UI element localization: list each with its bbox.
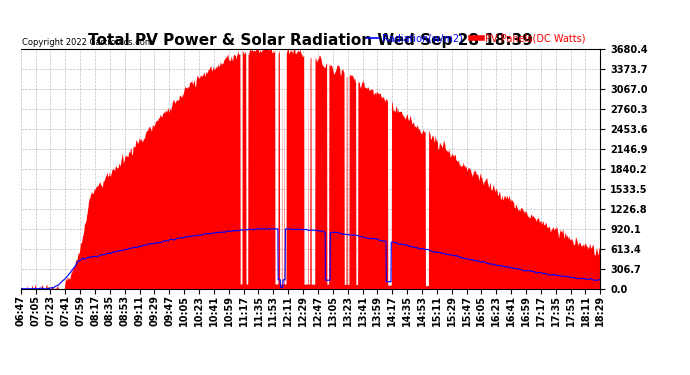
Title: Total PV Power & Solar Radiation Wed Sep 28 18:39: Total PV Power & Solar Radiation Wed Sep… <box>88 33 533 48</box>
Text: Copyright 2022 Cartronics.com: Copyright 2022 Cartronics.com <box>22 38 153 47</box>
Legend: Radiation(w/m2), PV Panels(DC Watts): Radiation(w/m2), PV Panels(DC Watts) <box>364 30 590 47</box>
